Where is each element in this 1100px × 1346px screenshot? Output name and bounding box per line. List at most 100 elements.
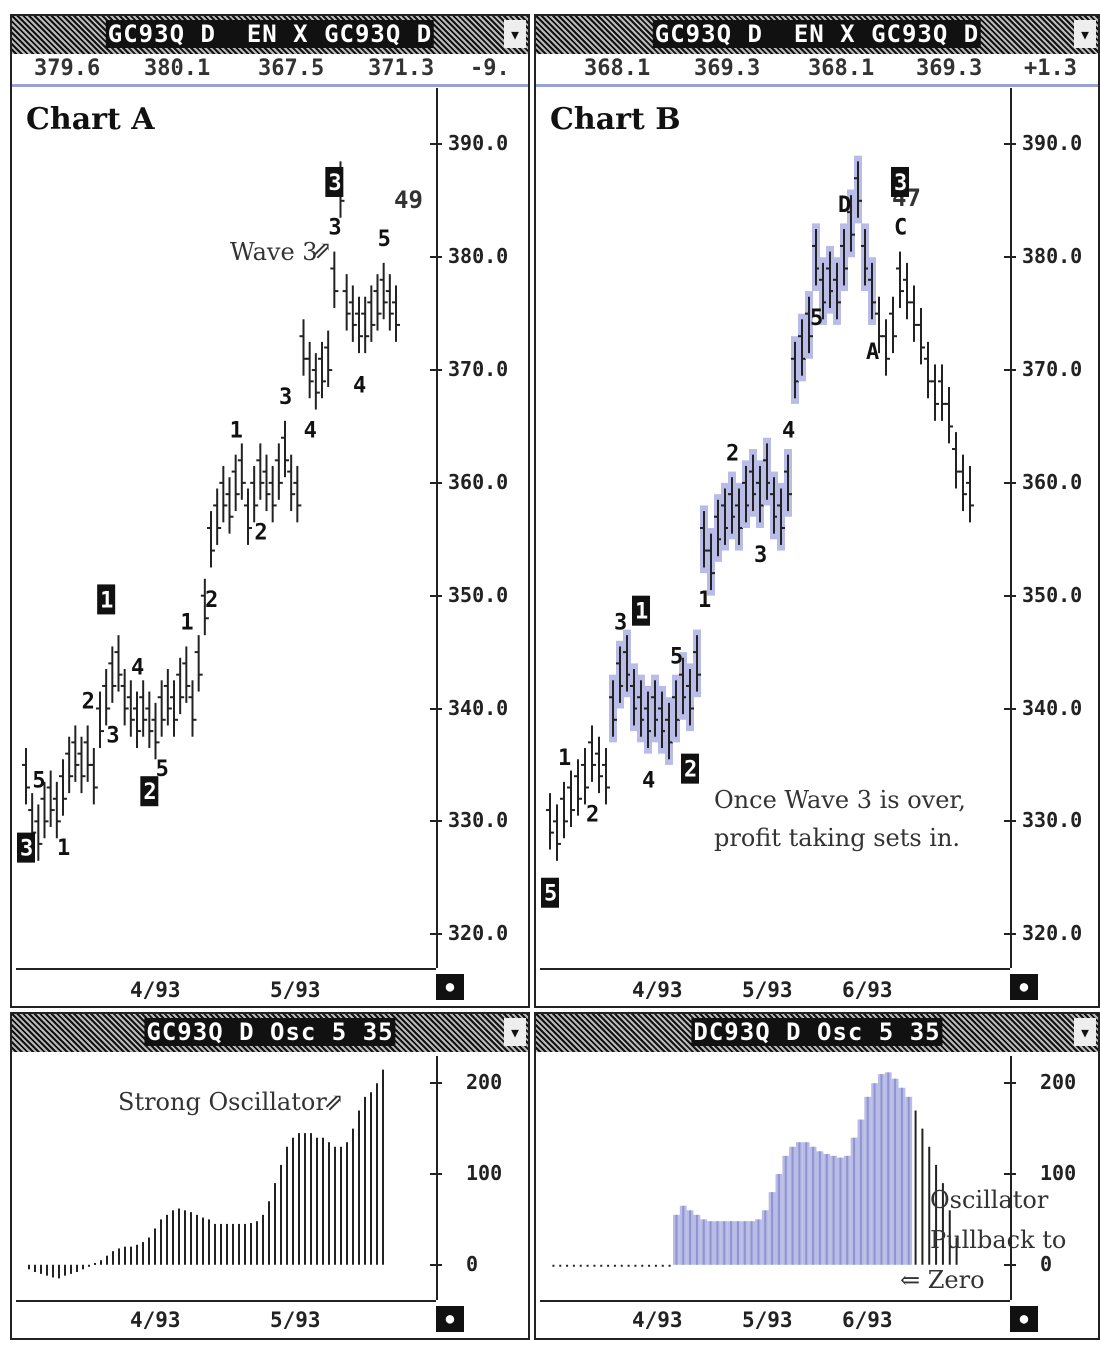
boxed-wave-marker [17,832,35,863]
y-tick-mark [430,369,442,372]
y-tick-label: 340.0 [1022,695,1083,720]
boxed-wave-marker [140,776,159,807]
osc-a-note: Strong Oscillator [118,1088,327,1116]
osc-b-xtick-jun: 6/93 [842,1308,893,1332]
y-tick-mark [1004,143,1016,146]
y-tick-mark [1004,1173,1016,1175]
wave-label: D [838,193,851,218]
quote-high: 380.1 [144,56,211,81]
chart-a-titlebar-text: GC93Q D EN X GC93Q D [105,20,435,48]
chart-b-menu-button[interactable]: ▾ [1074,20,1096,48]
y-tick-mark [430,594,442,597]
quote-change: +1.3 [1024,56,1077,81]
wave-label: 2 [205,588,218,613]
wave-label: 5 [32,768,45,793]
y-tick-mark [430,481,442,484]
chart-b-close-button[interactable]: ● [1010,974,1038,1000]
chart-a-close-button[interactable]: ● [436,974,464,1000]
wave-label: 5 [810,306,823,331]
boxed-wave-label: 2 [143,780,156,805]
wave-label: 4 [353,374,366,399]
y-tick-label: 360.0 [448,469,509,494]
wave-label: 3 [279,385,292,410]
y-tick-label: 390.0 [448,131,509,156]
chart-b-titlebar-text: GC93Q D EN X GC93Q D [652,20,982,48]
wave-label: 3 [328,216,341,241]
boxed-wave-label: 1 [100,588,113,613]
wave-label: 4 [782,419,795,444]
chart-a-x-axis [16,968,436,970]
y-tick-label: 380.0 [448,244,509,269]
wave-label: 5 [378,227,391,252]
wave-label: 4 [131,656,144,681]
chart-a-count-label: 49 [394,186,423,214]
chart-a-wave3-note: Wave 3 [230,238,318,266]
y-tick-mark [1004,256,1016,259]
boxed-wave-label: 3 [328,171,341,196]
y-tick-label: 360.0 [1022,469,1083,494]
y-tick-mark [1004,820,1016,823]
osc-b-menu-button[interactable]: ▾ [1074,1018,1096,1046]
chart-a-xtick-may: 5/93 [270,978,321,1002]
chart-b-quote-line: 368.1 369.3 368.1 369.3 +1.3 [536,54,1098,87]
boxed-wave-marker [325,166,344,197]
wave-label: 2 [82,690,95,715]
y-tick-label: 0 [1040,1251,1053,1276]
wave-label: 3 [614,611,627,636]
chart-b-xtick-jun: 6/93 [842,978,893,1002]
chart-b-x-axis [540,968,1010,970]
osc-a-titlebar-text: GC93Q D Osc 5 35 [144,1018,396,1046]
osc-b-close-button[interactable]: ● [1010,1306,1038,1332]
osc-b-note-line3: ⇐ Zero [900,1266,985,1294]
wave-label: 3 [106,723,119,748]
wave-label: 4 [642,768,655,793]
osc-a-note-arrow: ⇗ [324,1088,345,1116]
y-tick-label: 370.0 [448,357,509,382]
y-tick-mark [430,707,442,710]
y-tick-label: 100 [466,1161,503,1185]
osc-b-y-axis [1010,1056,1012,1300]
chart-b-title: Chart B [550,102,681,137]
y-tick-mark [430,1263,442,1266]
wave-label: 5 [156,757,169,782]
osc-b-bar-plot [552,1072,958,1267]
osc-a-xtick-apr: 4/93 [130,1308,181,1332]
chart-b-note-line2: profit taking sets in. [714,824,961,852]
osc-a-bar-plot [28,1069,384,1279]
y-tick-label: 0 [466,1251,479,1276]
boxed-wave-marker [681,753,699,784]
y-tick-mark [430,1173,442,1175]
wave-label: 3 [754,543,767,568]
osc-b-panel: DC93Q D Osc 5 35 ▾ Oscillator Pullback t… [534,1012,1100,1340]
quote-close: 369.3 [916,56,983,81]
chart-a-menu-button[interactable]: ▾ [504,20,526,48]
y-tick-mark [1004,594,1016,597]
osc-b-note-line2: Pullback to [930,1226,1067,1254]
y-tick-label: 350.0 [1022,582,1083,607]
boxed-wave-label: 3 [894,171,907,196]
osc-b-xtick-may: 5/93 [742,1308,793,1332]
y-tick-mark [430,820,442,823]
y-tick-mark [1004,369,1016,372]
y-tick-label: 390.0 [1022,131,1083,156]
wave-label: 1 [180,611,193,636]
y-tick-label: 100 [1040,1161,1077,1185]
wave-label: 2 [586,802,599,827]
osc-a-menu-button[interactable]: ▾ [504,1018,526,1046]
wave-label: 1 [558,746,571,771]
chart-a-titlebar: GC93Q D EN X GC93Q D ▾ [12,16,528,54]
y-tick-label: 370.0 [1022,357,1083,382]
chart-a-quote-line: 379.6 380.1 367.5 371.3 -9. [12,54,528,87]
y-tick-mark [1004,1082,1016,1085]
osc-a-close-button[interactable]: ● [436,1306,464,1332]
chart-b-titlebar: GC93Q D EN X GC93Q D ▾ [536,16,1098,54]
boxed-wave-label: 1 [635,600,648,625]
quote-change: -9. [470,56,510,81]
boxed-wave-marker [891,166,909,197]
quote-low: 367.5 [258,56,325,81]
osc-a-xtick-may: 5/93 [270,1308,321,1332]
osc-a-titlebar: GC93Q D Osc 5 35 ▾ [12,1014,528,1052]
chart-b-xtick-apr: 4/93 [632,978,683,1002]
